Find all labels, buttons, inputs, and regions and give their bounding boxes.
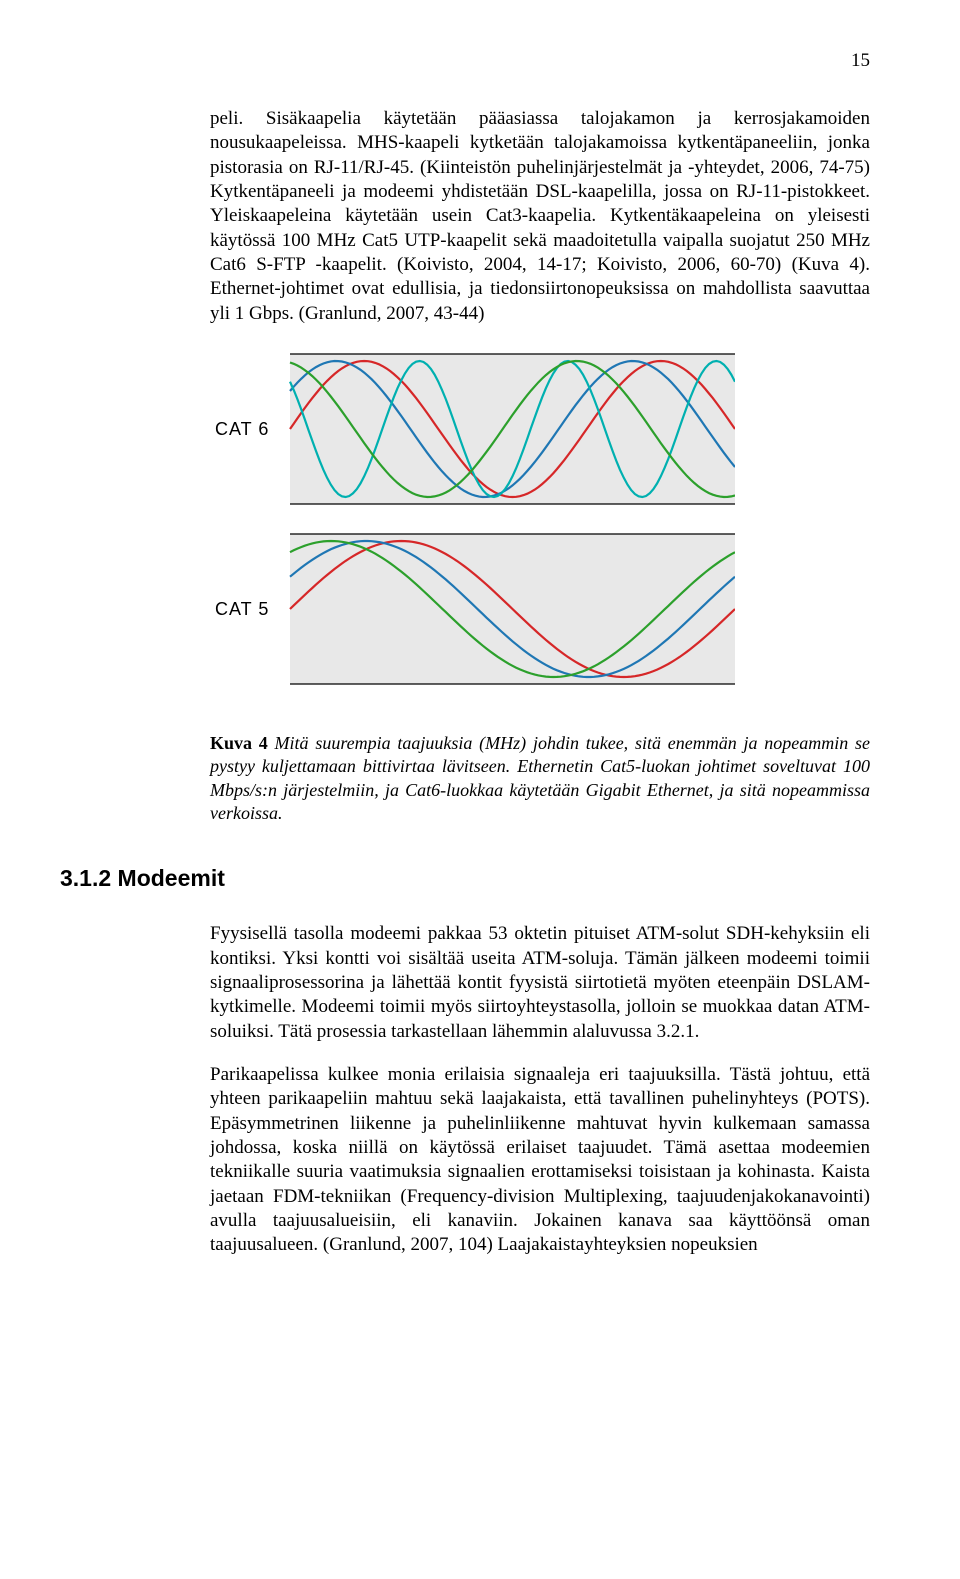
paragraph-1: peli. Sisäkaapelia käytetään pääasiassa …	[210, 107, 870, 326]
svg-text:CAT 5: CAT 5	[215, 599, 269, 619]
section-heading-modeemit: 3.1.2 Modeemit	[60, 865, 870, 892]
caption-label: Kuva 4	[210, 733, 268, 753]
figure-cat-waves: CAT 6 CAT 5	[210, 344, 870, 714]
paragraph-3: Parikaapelissa kulkee monia erilaisia si…	[210, 1063, 870, 1258]
svg-text:CAT 6: CAT 6	[215, 419, 269, 439]
wave-diagram: CAT 6 CAT 5	[210, 344, 735, 714]
figure-caption: Kuva 4 Mitä suurempia taajuuksia (MHz) j…	[210, 732, 870, 826]
caption-body: Mitä suurempia taajuuksia (MHz) johdin t…	[210, 733, 870, 823]
page-number: 15	[60, 50, 870, 72]
paragraph-2: Fyysisellä tasolla modeemi pakkaa 53 okt…	[210, 922, 870, 1044]
